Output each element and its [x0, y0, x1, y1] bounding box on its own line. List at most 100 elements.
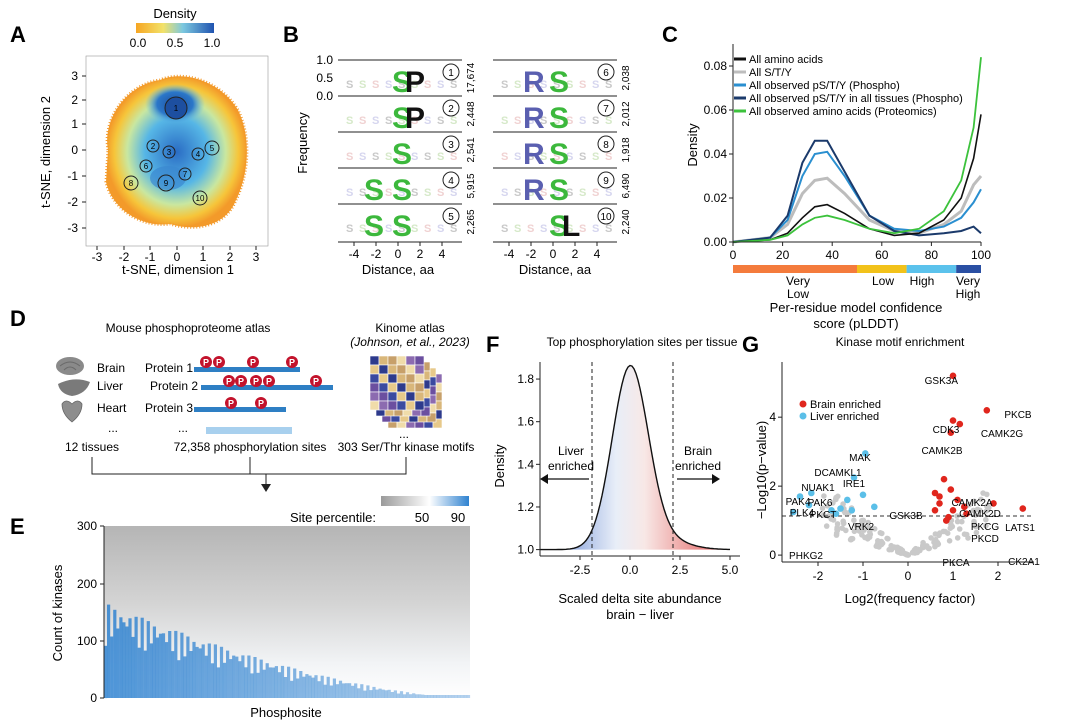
tsne-ytick-label: -3: [67, 221, 78, 235]
heatmap-streak: [293, 668, 297, 698]
heatmap-streak: [348, 683, 352, 698]
tsne-xlabel: t-SNE, dimension 1: [122, 262, 234, 277]
protein-bar: [201, 385, 333, 390]
background-point: [961, 531, 968, 537]
background-point: [861, 527, 867, 533]
logo-ylabel: Frequency: [295, 112, 310, 174]
liver-enriched-point: [805, 501, 813, 509]
logo-bg-letter: S: [385, 79, 392, 91]
phospho-marker: [250, 375, 262, 387]
heatmap-streak: [174, 630, 178, 698]
heatmap-streak: [351, 685, 355, 698]
phospho-marker-label: P: [313, 377, 319, 387]
cluster-marker: [139, 159, 153, 173]
logo-bg-letter: S: [566, 187, 573, 199]
kinase-label: LATS1: [1005, 523, 1035, 534]
heatmap-streak: [149, 643, 153, 698]
heatmap-streak: [271, 667, 275, 698]
heatmap-streak: [457, 695, 461, 698]
merge-arrowhead: [261, 484, 271, 492]
logo-xlabel-left: Distance, aa: [362, 262, 435, 277]
kinase-points: [790, 372, 1027, 524]
logo-bg-letter: S: [437, 79, 444, 91]
background-point: [965, 535, 971, 541]
liver-enriched-point: [859, 491, 867, 499]
heatmap-streak: [466, 695, 471, 698]
tsne-cluster-markers: 1 2 3 45 6 7 8 9 10: [123, 96, 220, 206]
background-point: [834, 527, 841, 534]
legend-dot: [799, 412, 807, 420]
brain-icon: [56, 357, 84, 375]
brain-enriched-point: [931, 489, 939, 497]
heatmap-ytick-label: 200: [77, 577, 97, 591]
protein-label: ...: [178, 421, 188, 435]
enrichment-ytick-label: 0: [769, 548, 776, 562]
heatmap-streak: [244, 667, 248, 698]
kinome-cell: [387, 373, 398, 384]
plddt-axes: 0 20 40 60 80 100 0.00 0.02 0.04 0.06 0.08: [704, 44, 991, 262]
heatmap-streak: [439, 695, 443, 698]
phospho-marker: [263, 375, 275, 387]
logo-xtick-label: -4: [349, 247, 360, 261]
motif-number: 4: [448, 176, 454, 187]
logo-bg-letter: S: [359, 223, 366, 235]
phospho-marker-label: P: [216, 358, 222, 368]
heatmap-streak: [186, 636, 190, 698]
motif-count: 6,490: [621, 173, 632, 198]
percentile-tick: 90: [451, 510, 465, 525]
heatmap-streak: [290, 680, 294, 698]
cluster-marker: [123, 175, 139, 191]
liver-note: enriched: [548, 459, 594, 473]
logo-bg-letter: S: [359, 151, 366, 163]
kinase-label: PAK6: [808, 498, 833, 509]
logo-bg-letter: S: [398, 151, 405, 163]
kinome-cell: [396, 364, 407, 375]
heatmap-streak: [412, 693, 416, 698]
motif-number-circle: [442, 171, 460, 189]
enrichment-xtick-label: 0: [905, 569, 912, 583]
logo-xlabel-right: Distance, aa: [519, 262, 592, 277]
motif-number-circle: [597, 135, 615, 153]
motif-count: 2,038: [621, 65, 632, 90]
tissue-label: ...: [108, 421, 118, 435]
heatmap-streak: [168, 631, 172, 698]
heatmap-streak: [390, 692, 394, 698]
logo-bg-letter: S: [385, 151, 392, 163]
logo-letter: S: [364, 210, 384, 243]
heatmap-streak: [320, 675, 324, 698]
cluster-marker: [162, 145, 176, 159]
heatmap-streak: [116, 628, 120, 698]
logo-bg-letter: S: [605, 151, 612, 163]
motif-number: 3: [448, 140, 454, 151]
kinase-label: CDK3: [933, 425, 960, 436]
percentile-tick: 50: [415, 510, 429, 525]
heatmap-streak: [332, 678, 336, 698]
logo-bg-letter: S: [566, 115, 573, 127]
cluster-label: 7: [183, 170, 188, 179]
logo-bg-letter: S: [553, 115, 560, 127]
logo-bg-letter: S: [540, 115, 547, 127]
motif-number: 6: [603, 68, 609, 79]
panel-letter-g: G: [742, 332, 759, 357]
logo-bg-letter: S: [514, 187, 521, 199]
kinase-label: PKCG: [971, 522, 1000, 533]
heatmap-streak: [250, 673, 254, 698]
liver-enriched-point: [837, 505, 844, 512]
logo-bg-letter: S: [372, 151, 379, 163]
logo-bg-letter: S: [501, 223, 508, 235]
plddt-ytick-label: 0.04: [704, 147, 728, 161]
heatmap-streak: [299, 671, 303, 698]
kinase-label: PAK4: [786, 497, 811, 508]
protein-label: Protein 2: [150, 379, 198, 393]
heatmap-streak: [213, 644, 217, 698]
background-point: [893, 544, 900, 551]
heatmap-streak: [219, 646, 224, 698]
background-point: [928, 535, 934, 541]
tsne-ytick-label: 3: [71, 69, 78, 83]
motif-number-circle: [442, 207, 460, 225]
kinase-label: CAMK2D: [959, 509, 1001, 520]
summary-sites: 72,358 phosphorylation sites: [174, 440, 327, 454]
heatmap-streak: [326, 676, 330, 698]
kinome-cell: [405, 391, 416, 402]
